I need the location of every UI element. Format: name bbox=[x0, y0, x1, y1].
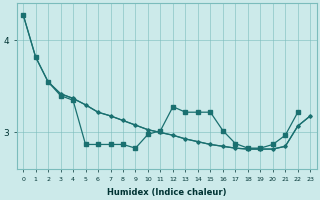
X-axis label: Humidex (Indice chaleur): Humidex (Indice chaleur) bbox=[107, 188, 227, 197]
